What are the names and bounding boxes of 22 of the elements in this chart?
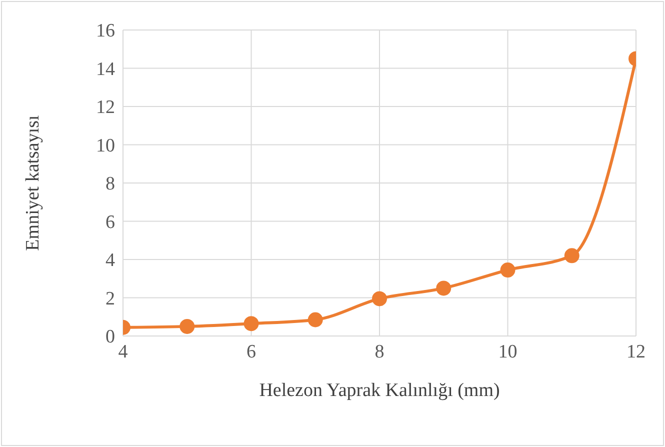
point	[372, 291, 387, 306]
y-tick-label: 14	[96, 58, 116, 80]
point	[244, 316, 259, 332]
x-tick-label: 12	[626, 341, 646, 362]
x-tick-label: 6	[246, 341, 256, 362]
point	[180, 318, 195, 334]
point	[436, 280, 452, 296]
y-tick-label: 16	[96, 20, 115, 42]
x-tick-label: 10	[498, 341, 518, 362]
x-axis-title: Helezon Yaprak Kalınlığı (mm)	[259, 380, 500, 401]
point	[500, 262, 516, 278]
y-tick-label: 10	[96, 135, 115, 156]
y-tick-label: 12	[96, 97, 115, 118]
y-tick-label: 6	[106, 212, 115, 233]
y-tick-label: 4	[106, 250, 116, 272]
point	[308, 312, 323, 328]
y-axis-title: Emniyet katsayısı	[22, 115, 44, 251]
y-tick-label: 8	[106, 174, 115, 195]
y-tick-label: 0	[106, 326, 115, 348]
point	[564, 248, 580, 264]
y-tick-label: 2	[106, 288, 115, 310]
x-tick-label: 8	[374, 341, 384, 362]
